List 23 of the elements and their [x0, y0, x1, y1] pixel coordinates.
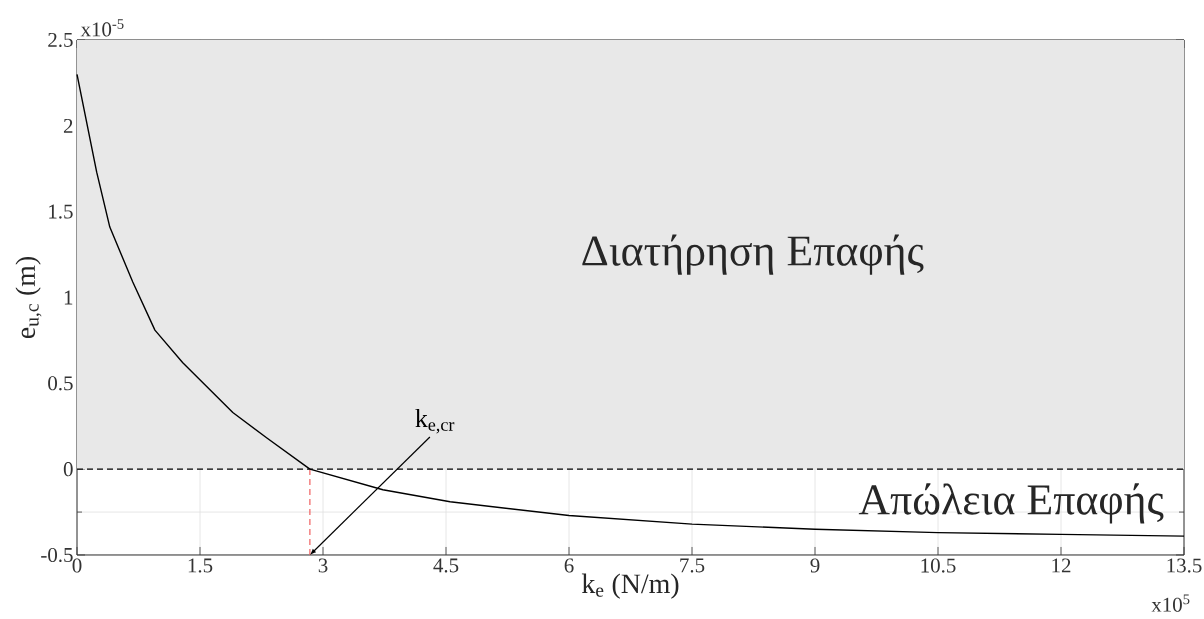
x-tick-label: 7.5 [680, 558, 705, 573]
y-axis-title: e$_{u,c}$ (m) [15, 256, 42, 339]
x-tick-label: 9 [810, 558, 820, 573]
x-tick-label: 3 [318, 558, 328, 573]
y-tick-label: 1 [64, 290, 73, 305]
x-axis-title: k$_{e}$ (N/m) [581, 573, 679, 599]
x-tick-label: 10.5 [921, 558, 956, 573]
annotation: Απώλεια Επαφής [858, 483, 1164, 524]
text: x10$^{5}$ [1151, 594, 1190, 612]
text: x10$^{-5}$ [80, 19, 124, 37]
band-label: Διατήρηση Επαφής [582, 234, 924, 275]
y-tick-label: 0 [63, 462, 73, 477]
y-tick-label: -0.5 [41, 547, 73, 563]
y-tick-label: 2.5 [48, 32, 73, 48]
y-tick-label: 1.5 [49, 204, 73, 219]
x-tick-label: 13.5 [1167, 558, 1202, 573]
x-tick-label: 1.5 [188, 558, 213, 573]
y-tick-label: 0.5 [48, 376, 73, 391]
y-tick-label: 2 [63, 118, 73, 133]
x-tick-label: 4.5 [433, 558, 459, 573]
annotation: k$_{e,cr}$ [415, 408, 455, 434]
x-tick-label: 6 [564, 558, 574, 573]
x-tick-label: 12 [1052, 558, 1071, 573]
